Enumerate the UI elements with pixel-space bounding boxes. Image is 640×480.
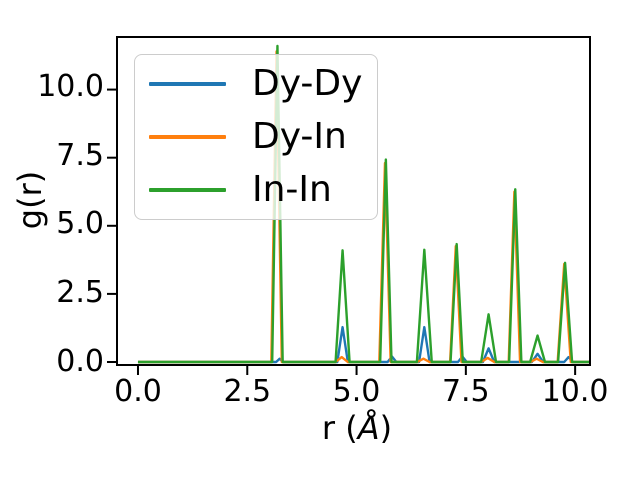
x-tick-label: 2.5 xyxy=(223,374,272,409)
legend-line-sample-icon xyxy=(149,188,226,192)
legend-line-sample-icon xyxy=(149,135,226,139)
legend-item-dy-in: Dy-In xyxy=(135,111,377,163)
series-line-in-in xyxy=(137,44,590,364)
x-axis-label: r (Å) xyxy=(322,412,392,444)
angstrom-symbol: Å xyxy=(357,409,380,447)
x-tick-label: 0.0 xyxy=(114,374,162,409)
y-tick-label: 5.0 xyxy=(56,206,104,242)
x-axis-label-suffix: ) xyxy=(379,409,393,447)
legend-label: Dy-Dy xyxy=(252,63,363,104)
y-tick-label: 10.0 xyxy=(37,68,104,104)
x-axis-label-prefix: r ( xyxy=(321,409,358,447)
legend-item-dy-dy: Dy-Dy xyxy=(135,58,377,110)
y-tick-label: 7.5 xyxy=(56,137,104,173)
x-tick-label: 7.5 xyxy=(441,374,490,409)
legend: Dy-Dy Dy-In In-In xyxy=(134,54,378,220)
y-tick-label: 2.5 xyxy=(56,275,104,311)
legend-label: Dy-In xyxy=(252,116,347,157)
x-tick-label: 10.0 xyxy=(541,374,609,409)
axes-frame xyxy=(116,36,591,366)
legend-line-sample-icon xyxy=(149,82,226,86)
y-axis-label: g(r) xyxy=(11,170,49,230)
y-tick-label: 0.0 xyxy=(56,344,104,380)
legend-item-in-in: In-In xyxy=(135,164,377,216)
legend-label: In-In xyxy=(252,169,332,210)
x-tick-label: 5.0 xyxy=(332,374,381,409)
